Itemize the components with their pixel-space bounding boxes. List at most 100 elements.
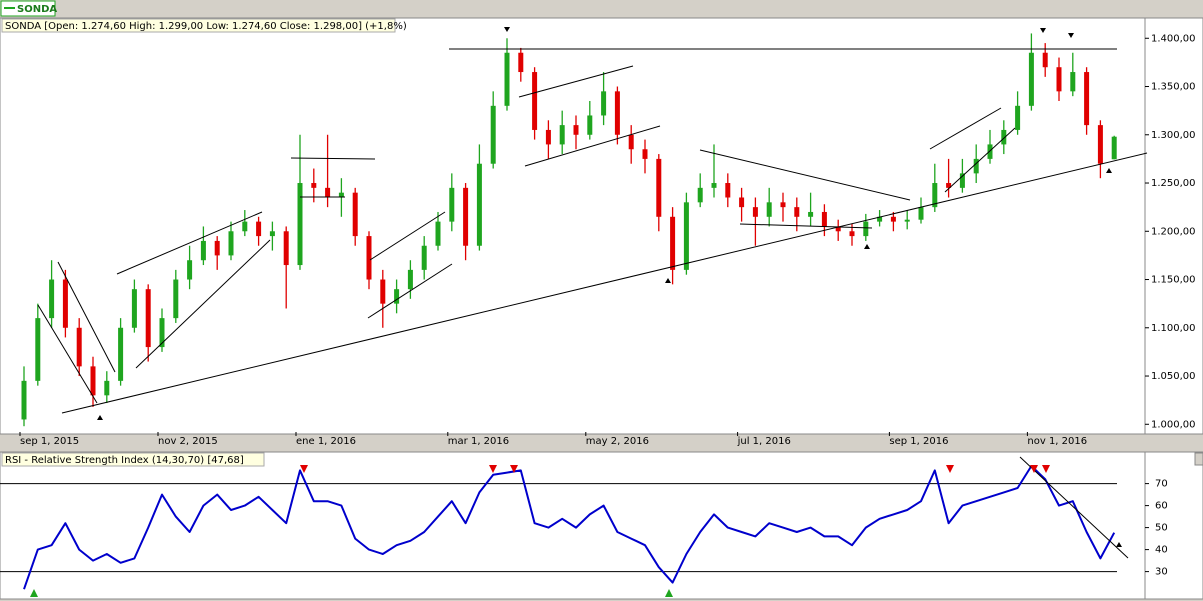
arrow-up [665, 278, 671, 289]
y-tick-label: 1.150,00 [1151, 275, 1196, 286]
candle-body [104, 380, 110, 396]
candle-body [656, 158, 662, 217]
sell-signal [1042, 465, 1050, 473]
rsi-title: RSI - Relative Strength Index (14,30,70)… [5, 455, 244, 466]
candle-body [504, 52, 510, 106]
candle-body [518, 52, 524, 73]
y-tick-label: 50 [1155, 523, 1168, 534]
candle-body [835, 226, 841, 232]
buy-signal [665, 589, 673, 597]
arrow-down [504, 21, 510, 32]
candle-body [1056, 67, 1062, 92]
candle-body [338, 192, 344, 198]
candle-body [228, 231, 234, 256]
legend-label[interactable]: SONDA [17, 4, 57, 15]
candle-body [311, 183, 317, 188]
x-tick-label: nov 1, 2016 [1027, 436, 1087, 447]
candle-body [394, 289, 400, 304]
candle-body [1028, 52, 1034, 106]
trendline [135, 239, 271, 369]
sell-signal [946, 465, 954, 473]
candle-body [449, 187, 455, 222]
y-tick-label: 1.050,00 [1151, 371, 1196, 382]
candle-body [959, 173, 965, 188]
trendline [524, 125, 661, 167]
candle-body [628, 134, 634, 150]
candle-body [49, 279, 55, 319]
sell-signal [510, 465, 518, 473]
candle-body [973, 158, 979, 174]
candle-body [476, 163, 482, 246]
candle-body [904, 219, 910, 222]
arrow-up [1116, 542, 1122, 553]
arrow-down [1068, 27, 1074, 38]
candle-body [256, 221, 262, 237]
candle-body [863, 221, 869, 237]
x-tick-label: may 2, 2016 [586, 436, 649, 447]
candle-body [173, 279, 179, 319]
arrow-up [864, 244, 870, 255]
candle-body [90, 366, 96, 396]
y-tick-label: 60 [1155, 501, 1168, 512]
trendline [116, 211, 263, 275]
y-tick-label: 1.000,00 [1151, 419, 1196, 430]
rsi-title-box [1, 452, 265, 467]
candle-body [380, 279, 386, 304]
candle-body [269, 231, 275, 237]
candle-body [1084, 72, 1090, 126]
trendline [518, 65, 634, 98]
candle-body [987, 144, 993, 159]
candle-body [918, 207, 924, 220]
trendline [739, 223, 873, 229]
y-tick-label: 1.100,00 [1151, 323, 1196, 334]
arrow-down [1040, 22, 1046, 33]
arrow-up [97, 415, 103, 426]
candle-body [697, 187, 703, 203]
info-box [1, 18, 396, 33]
candle-body [35, 318, 41, 381]
candle-body [200, 240, 206, 261]
marks: 1.000,00 1.050,00 1.100,00 1.150,00 1.200,00… [0, 33, 1196, 590]
candle-body [1001, 129, 1007, 145]
x-tick-label: ene 1, 2016 [296, 436, 356, 447]
trendline [1019, 456, 1129, 559]
trendlines [37, 48, 1148, 559]
candle-body [559, 125, 565, 145]
trendline [699, 149, 911, 201]
candle-body [325, 187, 331, 198]
sell-signal [489, 465, 497, 473]
candle-body [890, 216, 896, 222]
candle-body [711, 183, 717, 188]
rsi-axis-panel [1144, 451, 1203, 600]
scroll-button[interactable] [1194, 452, 1203, 466]
candle-body [573, 125, 579, 135]
legend-box[interactable] [0, 0, 56, 17]
candle-body [1097, 125, 1103, 164]
candle-body [601, 91, 607, 116]
signals [30, 465, 1050, 597]
candle-body [932, 183, 938, 208]
candle-body [545, 129, 551, 145]
candle-body [1070, 72, 1076, 92]
x-tick-label: jul 1, 2016 [737, 436, 791, 447]
candle-body [587, 115, 593, 135]
candle-body [283, 231, 289, 266]
candle-body [145, 289, 151, 348]
candle-body [1015, 105, 1021, 130]
info-text: SONDA [Open: 1.274,60 High: 1.299,00 Low… [5, 21, 407, 32]
candle-body [435, 221, 441, 246]
y-tick-label: 1.250,00 [1151, 178, 1196, 189]
candle-body [407, 269, 413, 290]
trendline [61, 152, 1148, 414]
price-axis-panel [1144, 17, 1203, 435]
candle-body [463, 187, 469, 246]
candle-body [366, 236, 372, 280]
candle-body [21, 380, 27, 420]
candle-body [118, 327, 124, 381]
trendline [37, 304, 98, 404]
candle-body [642, 149, 648, 159]
candle-body [849, 231, 855, 237]
sell-signal [1030, 465, 1038, 473]
candle-body [683, 202, 689, 270]
